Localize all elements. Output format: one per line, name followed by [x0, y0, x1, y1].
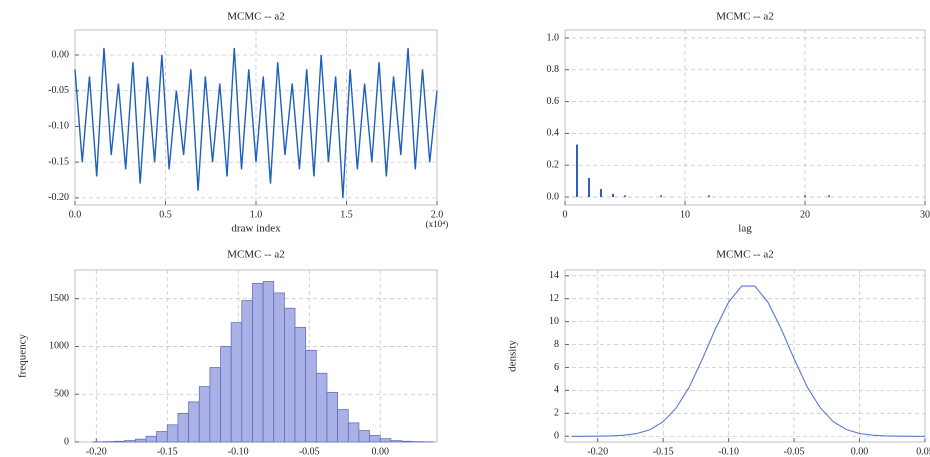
chart-title: MCMC -- a2	[227, 249, 284, 261]
bar	[347, 422, 360, 443]
chart-title: MCMC -- a2	[716, 11, 773, 23]
y-tick-label: 10	[549, 316, 559, 327]
bar	[198, 386, 211, 443]
bar	[220, 346, 232, 443]
y-tick-label: 0.8	[547, 64, 560, 75]
x-tick-label: 0.5	[159, 209, 172, 220]
x-axis-label: lag	[738, 223, 752, 235]
bar	[379, 438, 392, 443]
bar	[166, 424, 179, 443]
y-tick-label: -0.15	[48, 156, 69, 167]
bar	[315, 372, 328, 443]
y-tick-label: 0	[554, 431, 559, 442]
bar	[134, 438, 147, 443]
y-axis-label: density	[507, 340, 519, 372]
y-tick-label: -0.20	[48, 192, 69, 203]
x-tick-label: 20	[800, 209, 810, 220]
bar	[230, 322, 243, 443]
x-tick-label: -0.15	[157, 446, 178, 457]
y-tick-label: 0.00	[52, 49, 70, 60]
x-tick-label: -0.20	[587, 446, 608, 457]
x-tick-label: -0.10	[718, 446, 739, 457]
y-tick-label: 0	[64, 436, 69, 447]
x-tick-label: 2.0	[431, 209, 444, 220]
y-tick-label: 0.0	[547, 191, 560, 202]
y-tick-label: 0.2	[547, 160, 560, 171]
y-tick-label: -0.10	[48, 121, 69, 132]
bar	[369, 434, 381, 443]
bar	[294, 326, 307, 443]
y-axis-label: frequency	[17, 334, 29, 378]
bar	[358, 430, 370, 443]
y-tick-label: 0.6	[547, 96, 560, 107]
x-tick-label: -0.15	[653, 446, 674, 457]
chart-title: MCMC -- a2	[716, 249, 773, 261]
plot-frame	[564, 29, 926, 206]
x-tick-label: 0.05	[916, 446, 930, 457]
bar	[326, 391, 338, 443]
bar	[188, 401, 200, 443]
y-tick-label: 4	[554, 385, 559, 396]
x-axis-note: (x10⁴)	[426, 219, 449, 229]
x-tick-label: -0.10	[228, 446, 249, 457]
x-tick-label: 10	[680, 209, 690, 220]
x-tick-label: 1.0	[250, 209, 263, 220]
bar	[241, 300, 253, 443]
x-tick-label: 0	[563, 209, 568, 220]
y-tick-label: 12	[549, 293, 559, 304]
bar	[273, 292, 285, 443]
x-tick-label: 0.00	[371, 446, 389, 457]
x-tick-label: 0.0	[69, 209, 82, 220]
bar	[209, 367, 221, 443]
x-axis-label: draw index	[231, 223, 281, 235]
bar	[390, 440, 402, 443]
bar	[113, 440, 126, 443]
bar	[305, 349, 317, 443]
y-tick-label: 0.4	[547, 128, 560, 139]
x-tick-label: 30	[920, 209, 930, 220]
y-tick-label: 8	[554, 339, 559, 350]
y-tick-label: 14	[549, 270, 559, 281]
x-tick-label: -0.05	[784, 446, 805, 457]
bar	[145, 435, 157, 443]
y-tick-label: 6	[554, 362, 559, 373]
x-tick-label: 1.5	[340, 209, 353, 220]
plot-frame	[564, 269, 926, 443]
bar	[124, 440, 136, 443]
data-line	[74, 47, 438, 198]
bar	[262, 281, 275, 443]
bar	[156, 431, 168, 443]
y-tick-label: 1.0	[547, 32, 560, 43]
bar	[284, 307, 296, 443]
bar	[177, 412, 189, 443]
bar	[252, 283, 264, 443]
x-tick-label: -0.20	[86, 446, 107, 457]
x-tick-label: 0.00	[851, 446, 869, 457]
chart-title: MCMC -- a2	[227, 11, 284, 23]
data-line	[571, 285, 925, 437]
bar	[401, 440, 413, 443]
x-tick-label: -0.05	[299, 446, 320, 457]
y-tick-label: -0.05	[48, 85, 69, 96]
y-tick-label: 1500	[49, 293, 69, 304]
y-tick-label: 2	[554, 408, 559, 419]
y-tick-label: 500	[54, 389, 69, 400]
bar	[337, 409, 349, 443]
y-tick-label: 1000	[49, 341, 69, 352]
